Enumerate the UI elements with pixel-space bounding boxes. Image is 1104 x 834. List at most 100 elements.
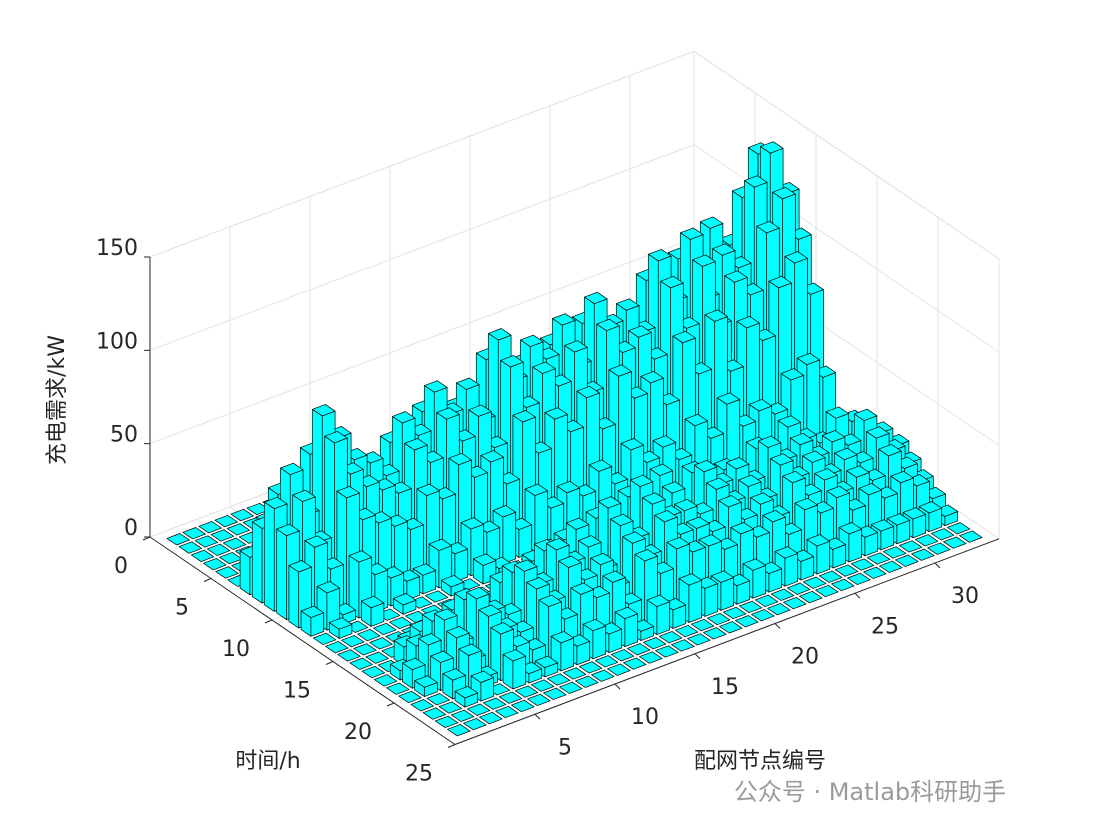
bar <box>482 697 507 710</box>
bar-face <box>946 522 971 535</box>
y-tick <box>264 619 273 624</box>
bar <box>527 693 551 706</box>
bar-face <box>866 552 891 565</box>
bar-face <box>639 651 663 664</box>
bar-face <box>214 515 238 528</box>
bar-face <box>230 508 254 522</box>
bar <box>398 690 422 704</box>
bar-face <box>353 643 377 656</box>
bar-face <box>774 546 799 559</box>
bar <box>703 627 727 640</box>
bar-face <box>512 655 527 690</box>
bar <box>198 521 222 534</box>
bar-face <box>251 521 263 604</box>
bar <box>410 699 434 712</box>
bar <box>863 566 887 579</box>
bar-face <box>716 392 741 405</box>
bar-face <box>373 674 398 687</box>
bar-face <box>789 432 814 446</box>
bar-face <box>442 668 466 681</box>
bar-face <box>514 685 539 698</box>
bar-face <box>412 563 437 576</box>
x-tick-label: 10 <box>631 705 659 730</box>
bar <box>767 603 791 616</box>
bar-face <box>556 480 581 494</box>
bar <box>722 606 747 620</box>
bar-face <box>337 649 361 662</box>
bar-face <box>239 550 251 596</box>
bar-face <box>292 489 316 502</box>
bar-face <box>666 537 690 550</box>
bar-face <box>447 724 471 737</box>
bar-face <box>886 513 911 526</box>
bar-face <box>575 675 599 688</box>
bar-face <box>280 462 304 476</box>
y-tick <box>142 536 151 541</box>
bar-face <box>698 534 722 547</box>
bar-face <box>392 411 416 424</box>
bar-face <box>543 687 567 700</box>
bar-face <box>482 697 507 710</box>
x-axis-label: 配网节点编号 <box>694 749 826 774</box>
bar-face <box>712 243 736 256</box>
bar <box>930 528 955 541</box>
bar-face <box>794 497 818 511</box>
bar <box>434 715 459 728</box>
bar-face <box>520 334 544 347</box>
bar-face <box>466 586 490 600</box>
bar-face <box>312 404 336 417</box>
y-tick-label: 10 <box>222 637 250 662</box>
bar-face <box>646 594 671 607</box>
bar-face <box>430 650 454 663</box>
x-tick <box>534 713 541 720</box>
bar <box>882 546 907 559</box>
bar <box>706 612 731 626</box>
bar <box>369 637 393 650</box>
bar-face <box>288 560 312 573</box>
bar <box>214 515 238 528</box>
bar-face <box>826 485 850 499</box>
bar-face <box>544 407 568 420</box>
bar <box>831 578 855 592</box>
bar <box>866 552 891 565</box>
bar-face <box>626 643 651 656</box>
bar-face <box>623 657 647 670</box>
bar-face <box>640 371 664 384</box>
z-tick-label: 50 <box>110 423 138 448</box>
bar <box>959 530 983 543</box>
bar-face <box>703 627 727 640</box>
bar-face <box>360 595 385 609</box>
bar-face <box>815 584 839 598</box>
x-axis <box>454 538 1000 745</box>
bar-face <box>674 625 699 638</box>
bar-face <box>450 709 475 722</box>
y-tick <box>386 702 395 707</box>
bar-face <box>514 559 538 572</box>
bar-face <box>463 718 487 731</box>
bar-face <box>720 577 735 611</box>
bar <box>422 707 447 720</box>
bar <box>815 584 839 598</box>
bar-face <box>288 565 300 629</box>
bar <box>690 618 715 632</box>
bar-face <box>783 597 807 610</box>
bar-face <box>870 519 895 532</box>
bar-face <box>649 463 674 476</box>
bar-face <box>402 657 426 671</box>
bar <box>530 679 555 692</box>
bar-face <box>802 450 826 463</box>
bar-face <box>300 605 325 618</box>
bar <box>424 590 449 603</box>
bar <box>182 527 206 540</box>
bar <box>166 533 190 546</box>
bar-face <box>918 501 943 514</box>
bar-face <box>552 313 576 326</box>
bar-face <box>607 663 631 676</box>
bar-face <box>264 496 288 510</box>
watermark: 公众号 · Matlab科研助手 <box>734 778 1006 806</box>
bar-face <box>838 522 863 535</box>
bar-face <box>848 528 863 563</box>
bar-face <box>902 507 927 520</box>
bar-face <box>511 699 535 713</box>
